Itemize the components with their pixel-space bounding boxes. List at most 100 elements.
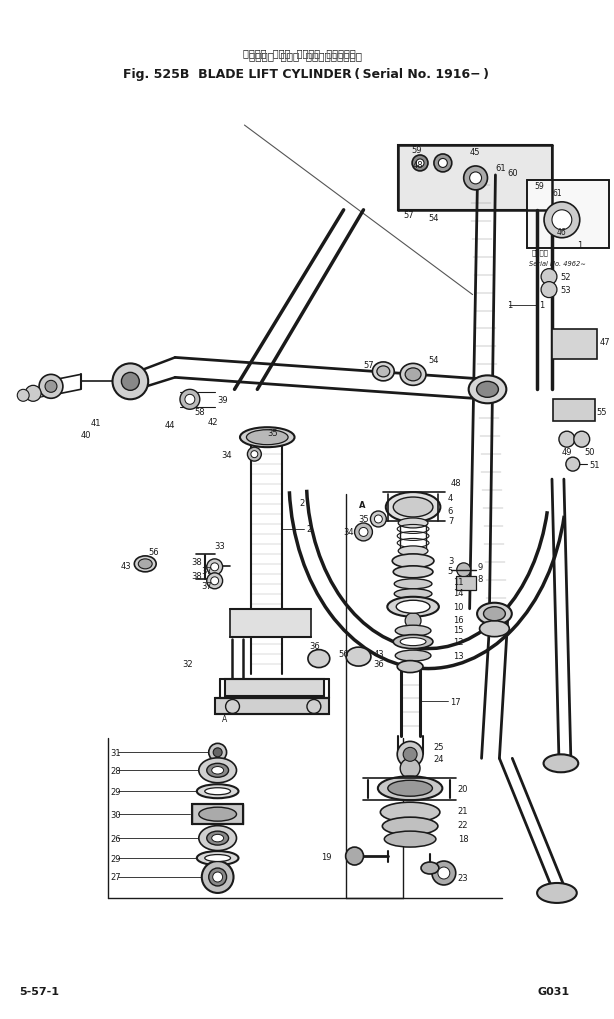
Ellipse shape xyxy=(377,367,390,377)
Ellipse shape xyxy=(394,579,432,589)
Ellipse shape xyxy=(380,802,440,822)
Circle shape xyxy=(202,861,233,893)
Text: 59: 59 xyxy=(411,147,422,155)
Ellipse shape xyxy=(398,546,428,556)
Ellipse shape xyxy=(378,776,442,800)
Circle shape xyxy=(541,269,557,285)
Text: 31: 31 xyxy=(111,748,121,757)
Ellipse shape xyxy=(400,638,426,646)
Circle shape xyxy=(375,516,383,524)
Bar xyxy=(192,804,243,824)
Circle shape xyxy=(213,748,222,757)
Text: 19: 19 xyxy=(321,852,332,861)
Text: 16: 16 xyxy=(453,615,464,625)
Ellipse shape xyxy=(308,650,330,667)
Ellipse shape xyxy=(393,635,433,649)
Circle shape xyxy=(405,613,421,629)
Circle shape xyxy=(438,159,448,168)
Text: 1: 1 xyxy=(507,301,513,310)
Text: 17: 17 xyxy=(450,697,460,706)
Ellipse shape xyxy=(384,832,436,847)
Text: 30: 30 xyxy=(111,810,121,819)
Text: 10: 10 xyxy=(453,602,464,611)
Circle shape xyxy=(251,451,258,459)
Ellipse shape xyxy=(207,763,228,777)
Text: ブレード  サフト  シリンダ（適用号機: ブレード サフト シリンダ（適用号機 xyxy=(249,51,362,61)
Circle shape xyxy=(112,364,148,399)
Text: 61: 61 xyxy=(553,190,562,198)
Text: 5: 5 xyxy=(448,567,453,576)
Circle shape xyxy=(122,373,139,391)
Circle shape xyxy=(544,203,580,238)
Text: 37: 37 xyxy=(202,582,212,591)
Ellipse shape xyxy=(543,755,578,772)
Ellipse shape xyxy=(480,622,510,637)
Circle shape xyxy=(400,758,420,779)
Circle shape xyxy=(211,564,219,572)
Text: 41: 41 xyxy=(91,419,101,427)
Text: 23: 23 xyxy=(457,873,468,882)
Text: 29: 29 xyxy=(111,854,121,863)
Ellipse shape xyxy=(395,626,431,637)
Ellipse shape xyxy=(476,382,499,397)
Circle shape xyxy=(25,386,41,401)
Text: 60: 60 xyxy=(507,169,518,178)
Text: 53: 53 xyxy=(560,285,570,294)
Circle shape xyxy=(212,872,223,882)
Text: 48: 48 xyxy=(413,161,424,170)
Ellipse shape xyxy=(373,363,394,381)
Circle shape xyxy=(346,847,363,865)
Circle shape xyxy=(180,390,200,410)
Text: 12: 12 xyxy=(453,638,464,646)
Text: 58: 58 xyxy=(195,408,206,417)
Text: 56: 56 xyxy=(339,649,349,658)
Text: 43: 43 xyxy=(373,649,384,658)
Text: 2: 2 xyxy=(306,525,311,534)
Text: 33: 33 xyxy=(215,542,225,551)
Text: 29: 29 xyxy=(111,787,121,796)
Text: 52: 52 xyxy=(560,273,570,282)
Circle shape xyxy=(470,173,481,184)
Text: 25: 25 xyxy=(433,742,443,751)
Circle shape xyxy=(185,395,195,405)
Bar xyxy=(215,699,328,714)
Ellipse shape xyxy=(394,589,432,599)
Text: 38: 38 xyxy=(191,572,201,581)
Text: 42: 42 xyxy=(208,418,218,426)
Ellipse shape xyxy=(387,597,439,618)
Text: A: A xyxy=(359,500,365,510)
Text: 28: 28 xyxy=(111,766,121,775)
Circle shape xyxy=(209,744,227,761)
Ellipse shape xyxy=(400,364,426,386)
Text: 9: 9 xyxy=(478,562,483,572)
Ellipse shape xyxy=(388,781,432,797)
Ellipse shape xyxy=(197,851,238,865)
Text: A: A xyxy=(222,714,227,723)
Text: 27: 27 xyxy=(111,872,121,881)
Text: Fig. 525B  BLADE LIFT CYLINDER ( Serial No. 1916− ): Fig. 525B BLADE LIFT CYLINDER ( Serial N… xyxy=(123,67,489,81)
Circle shape xyxy=(39,375,63,398)
Text: 57: 57 xyxy=(403,211,414,220)
Text: 39: 39 xyxy=(217,395,228,405)
Text: 適用号機: 適用号機 xyxy=(532,250,549,256)
Ellipse shape xyxy=(405,369,421,381)
Circle shape xyxy=(211,577,219,585)
Text: 45: 45 xyxy=(470,149,480,157)
Ellipse shape xyxy=(397,661,423,673)
Text: 57: 57 xyxy=(363,361,374,370)
Circle shape xyxy=(45,381,57,393)
Ellipse shape xyxy=(421,862,439,874)
Ellipse shape xyxy=(396,600,430,613)
Bar xyxy=(527,180,608,249)
Text: 49: 49 xyxy=(562,447,572,457)
Text: 54: 54 xyxy=(428,214,438,223)
Bar xyxy=(553,399,594,422)
Ellipse shape xyxy=(212,835,223,842)
Ellipse shape xyxy=(468,376,507,404)
Ellipse shape xyxy=(393,567,433,578)
Text: 34: 34 xyxy=(344,528,354,537)
Text: 35: 35 xyxy=(267,428,278,437)
Ellipse shape xyxy=(484,607,505,622)
Text: 46: 46 xyxy=(557,228,567,237)
Text: 55: 55 xyxy=(597,408,607,417)
